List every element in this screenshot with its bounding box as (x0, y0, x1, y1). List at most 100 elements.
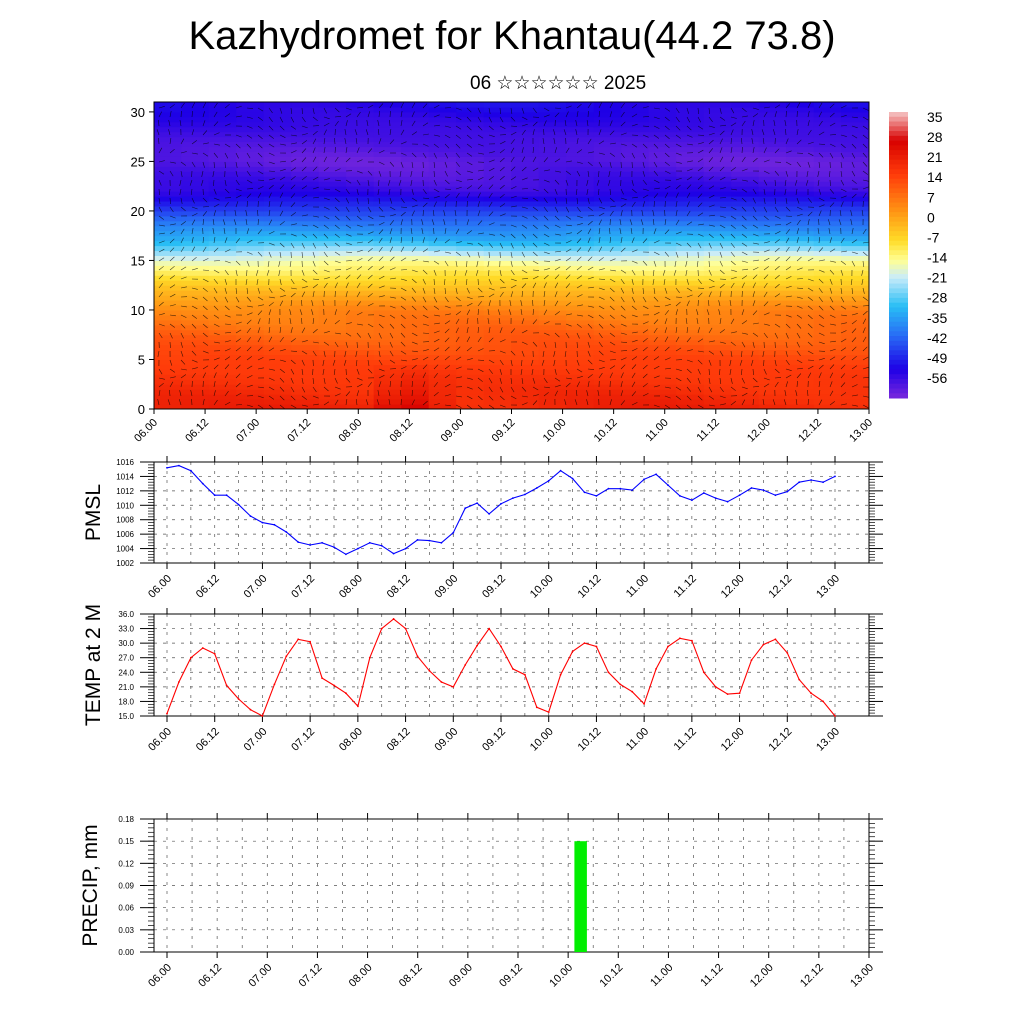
wind-arrow (587, 266, 594, 271)
field-cell (511, 339, 540, 346)
wind-arrow (664, 116, 670, 122)
wind-arrow (587, 138, 592, 145)
wind-arrow (730, 188, 737, 191)
wind-arrow (224, 152, 229, 159)
wind-arrow (862, 107, 869, 111)
wind-arrow (521, 188, 529, 190)
field-cell (758, 215, 787, 222)
data-point (583, 642, 586, 644)
field-cell (511, 324, 540, 331)
field-cell (731, 126, 760, 133)
wind-arrow (433, 403, 440, 406)
field-cell (236, 171, 265, 177)
wind-arrow (345, 251, 353, 253)
field-cell (758, 314, 787, 321)
field-cell (703, 102, 732, 108)
field-cell (621, 240, 650, 247)
wind-arrow (334, 188, 341, 193)
field-cell (428, 215, 457, 222)
wind-arrow (356, 332, 362, 338)
field-cell (511, 171, 540, 177)
x-tick-label: 13.00 (847, 417, 875, 445)
field-cell (841, 255, 869, 261)
wind-arrow (510, 359, 513, 366)
wind-arrow (377, 390, 380, 397)
wind-arrow (356, 224, 363, 228)
field-cell (511, 354, 540, 360)
wind-arrow (554, 368, 557, 375)
wind-arrow (345, 179, 352, 184)
field-cell (621, 359, 650, 365)
wind-arrow (542, 138, 545, 145)
wind-arrow (246, 296, 252, 302)
field-cell (208, 106, 237, 113)
wind-arrow (642, 346, 648, 352)
wind-arrow (356, 301, 362, 307)
wind-arrow (719, 260, 723, 267)
wind-arrow (521, 177, 528, 181)
data-point (464, 664, 467, 666)
field-cell (401, 383, 430, 390)
wind-arrow (246, 346, 252, 352)
wind-arrow (180, 246, 185, 253)
wind-arrow (565, 206, 570, 213)
field-cell (236, 190, 265, 197)
wind-arrow (739, 359, 743, 366)
field-cell (813, 334, 842, 341)
wind-arrow (521, 123, 528, 127)
field-cell (154, 161, 182, 167)
colorbar-segment (889, 336, 908, 342)
wind-arrow (598, 152, 605, 155)
wind-arrow (675, 327, 678, 334)
wind-arrow (422, 323, 429, 326)
x-tick-label: 12.12 (798, 962, 826, 990)
field-cell (566, 304, 595, 311)
field-cell (346, 378, 375, 385)
wind-arrow (356, 341, 358, 349)
wind-arrow (587, 237, 591, 244)
wind-arrow (730, 401, 736, 406)
wind-arrow (862, 327, 866, 334)
wind-arrow (752, 267, 759, 271)
wind-arrow (202, 102, 206, 109)
field-cell (483, 106, 512, 113)
wind-arrow (389, 314, 396, 319)
field-cell (456, 324, 485, 331)
field-cell (263, 393, 292, 400)
wind-arrow (488, 201, 493, 208)
field-cell (483, 225, 512, 232)
wind-arrow (257, 143, 263, 149)
field-cell (593, 294, 622, 301)
x-tick-label: 12.12 (766, 726, 794, 754)
wind-arrow (719, 124, 727, 127)
wind-arrow (719, 341, 726, 344)
wind-arrow (398, 179, 402, 186)
wind-arrow (367, 148, 373, 154)
field-cell (208, 146, 237, 153)
wind-arrow (642, 161, 645, 168)
field-cell (731, 304, 760, 311)
wind-arrow (400, 129, 405, 136)
wind-arrow (499, 116, 504, 123)
wind-arrow (652, 278, 655, 285)
wind-arrow (268, 336, 273, 343)
wind-arrow (598, 296, 605, 300)
field-cell (236, 398, 265, 405)
field-cell (841, 279, 869, 286)
colorbar-label: -21 (927, 270, 947, 286)
wind-arrow (257, 386, 264, 389)
field-cell (236, 374, 265, 380)
wind-arrow (752, 291, 755, 298)
field-cell (731, 265, 760, 271)
wind-arrow (289, 309, 292, 316)
wind-arrow (411, 188, 414, 195)
wind-arrow (268, 231, 275, 235)
wind-arrow (378, 323, 384, 329)
wind-arrow (521, 269, 528, 274)
field-cell (181, 388, 210, 395)
wind-arrow (587, 368, 595, 370)
field-cell (621, 131, 650, 138)
wind-arrow (466, 107, 472, 113)
field-cell (813, 403, 842, 409)
wind-arrow (708, 116, 713, 122)
